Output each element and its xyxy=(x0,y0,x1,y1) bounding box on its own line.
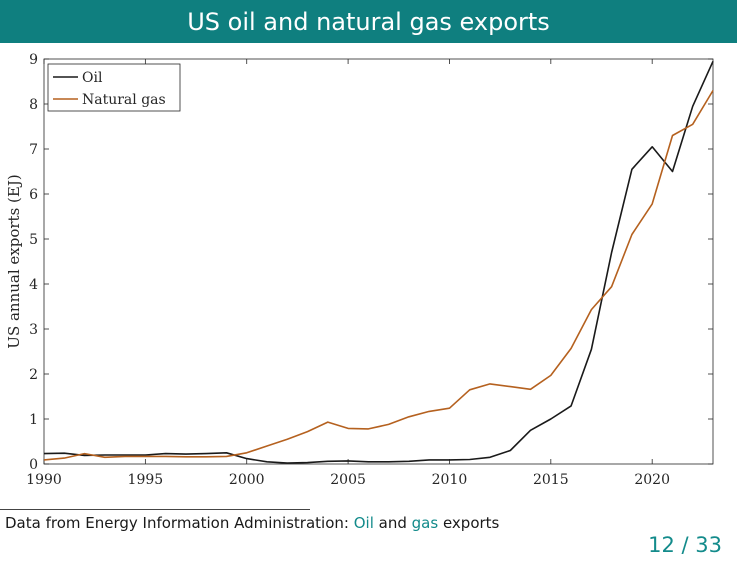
y-tick-label: 8 xyxy=(29,97,38,113)
footnote-suffix: exports xyxy=(438,514,500,532)
y-tick-label: 1 xyxy=(29,412,38,428)
y-tick-label: 6 xyxy=(29,187,38,203)
y-tick-label: 2 xyxy=(29,367,38,383)
exports-line-chart: 1990 1995 2000 2005 2010 2015 2020 0 1 2 3 4 5 6 7 8 9 US… xyxy=(5,52,714,488)
x-tick-label: 2005 xyxy=(330,472,366,488)
x-tick-label: 1990 xyxy=(26,472,62,488)
series-line-natural-gas xyxy=(43,90,714,461)
legend-label: Oil xyxy=(82,70,103,86)
y-tick-label: 5 xyxy=(29,232,38,248)
series-line-oil xyxy=(43,60,714,464)
footnote-middle: and xyxy=(373,514,412,532)
gas-data-link[interactable]: gas xyxy=(411,514,439,532)
footnote: Data from Energy Information Administrat… xyxy=(5,514,499,532)
legend-box xyxy=(47,63,181,112)
y-axis-label: US annual exports (EJ) xyxy=(5,174,23,348)
legend-label: Natural gas xyxy=(82,92,166,108)
x-tick-label: 2010 xyxy=(432,472,468,488)
y-tick-label: 0 xyxy=(29,457,38,473)
plot-frame xyxy=(43,58,714,465)
y-tick-label: 4 xyxy=(29,277,38,293)
y-tick-label: 9 xyxy=(29,52,38,68)
x-tick-label: 2000 xyxy=(229,472,265,488)
x-tick-label: 1995 xyxy=(128,472,164,488)
y-tick-label: 7 xyxy=(29,142,38,158)
slide-title: US oil and natural gas exports xyxy=(0,0,737,43)
footnote-prefix: Data from Energy Information Administrat… xyxy=(5,514,354,532)
slide-number: 12 / 33 xyxy=(648,533,722,557)
y-tick-label: 3 xyxy=(29,322,38,338)
x-tick-label: 2015 xyxy=(533,472,569,488)
oil-data-link[interactable]: Oil xyxy=(353,514,374,532)
x-tick-label: 2020 xyxy=(634,472,670,488)
footnote-divider xyxy=(0,509,310,510)
